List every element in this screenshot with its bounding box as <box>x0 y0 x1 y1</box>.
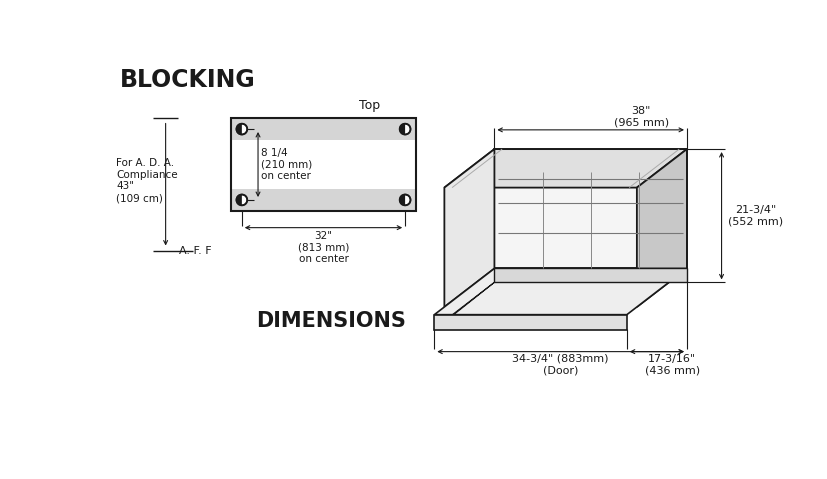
Text: 32"
(813 mm)
on center: 32" (813 mm) on center <box>298 231 349 264</box>
Polygon shape <box>434 282 494 330</box>
Text: 38"
(965 mm): 38" (965 mm) <box>613 106 668 127</box>
Text: DIMENSIONS: DIMENSIONS <box>256 311 405 331</box>
Text: 34-3/4" (883mm)
(Door): 34-3/4" (883mm) (Door) <box>512 354 608 376</box>
Text: 21-3/4"
(552 mm): 21-3/4" (552 mm) <box>727 205 782 227</box>
Text: For A. D. A.
Compliance
43"
(109 cm): For A. D. A. Compliance 43" (109 cm) <box>117 158 178 203</box>
Text: Top: Top <box>359 99 380 112</box>
Wedge shape <box>237 194 241 205</box>
Circle shape <box>399 124 410 135</box>
Polygon shape <box>494 149 686 268</box>
Text: A. F. F: A. F. F <box>179 246 212 256</box>
Wedge shape <box>399 124 404 135</box>
Polygon shape <box>434 268 686 315</box>
Text: 8 1/4
(210 mm)
on center: 8 1/4 (210 mm) on center <box>261 148 312 181</box>
Polygon shape <box>494 268 686 282</box>
Text: 17-3/16"
(436 mm): 17-3/16" (436 mm) <box>644 354 699 376</box>
Polygon shape <box>636 149 686 307</box>
Bar <box>231 118 415 211</box>
Bar <box>231 189 415 211</box>
Bar <box>231 118 415 140</box>
Polygon shape <box>434 315 626 330</box>
Wedge shape <box>237 124 241 135</box>
Wedge shape <box>399 194 404 205</box>
Circle shape <box>237 194 247 205</box>
Text: BLOCKING: BLOCKING <box>119 68 255 92</box>
Circle shape <box>237 124 247 135</box>
Polygon shape <box>444 149 494 307</box>
Polygon shape <box>444 149 686 188</box>
Circle shape <box>399 194 410 205</box>
